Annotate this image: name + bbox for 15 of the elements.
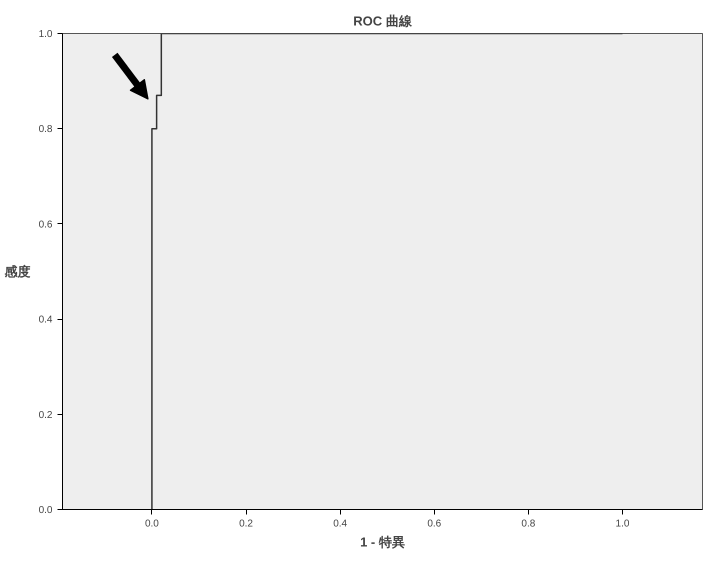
x-tick-label: 0.8 xyxy=(521,518,536,530)
y-tick-label: 0.8 xyxy=(38,124,53,136)
y-tick-label: 1.0 xyxy=(38,29,53,40)
x-tick-label: 1.0 xyxy=(616,518,630,530)
x-tick-label: 0.2 xyxy=(239,518,254,530)
y-axis-title: 感度 xyxy=(4,264,31,279)
x-tick-label: 0.0 xyxy=(144,518,160,530)
y-tick-label: 0.2 xyxy=(38,410,53,421)
y-tick-label: 0.6 xyxy=(38,219,53,230)
x-tick-label: 0.4 xyxy=(333,518,348,530)
x-tick-label: 0.6 xyxy=(427,518,442,530)
chart-title: ROC 曲線 xyxy=(353,14,413,28)
y-tick-label: 0.0 xyxy=(38,505,53,516)
x-axis-title: 1 - 特異 xyxy=(360,534,405,550)
y-tick-label: 0.4 xyxy=(38,314,53,326)
